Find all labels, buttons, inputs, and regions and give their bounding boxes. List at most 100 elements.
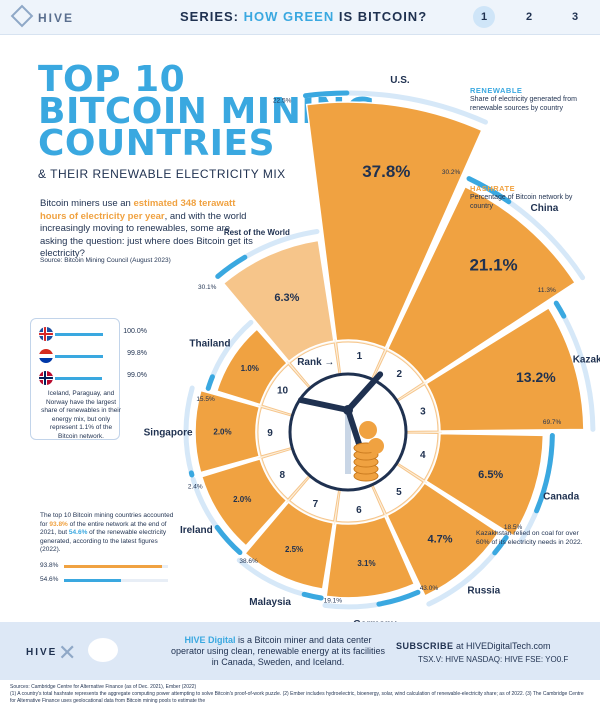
- rank-number: 6: [356, 505, 362, 516]
- hive-logo: HIVE: [10, 4, 75, 28]
- intro-part-1: Bitcoin miners use an: [40, 198, 134, 209]
- footer-brand: HIVE Digital: [184, 635, 236, 645]
- summary-bar-2: [64, 579, 121, 582]
- footer: HIVE ✕ HIVE Digital is a Bitcoin miner a…: [0, 622, 600, 680]
- series-suffix: IS BITCOIN?: [334, 9, 428, 24]
- renewable-bar: [205, 374, 215, 391]
- tickers: TSX.V: HIVE NASDAQ: HIVE FSE: YO0.F: [418, 655, 569, 664]
- renewable-label: 11.3%: [538, 287, 556, 294]
- hashrate-label: 6.5%: [478, 469, 503, 481]
- partner-logo-icon: [88, 638, 118, 662]
- intro-part-2: , and with the world increasingly moving…: [40, 210, 253, 260]
- country-label: Russia: [467, 586, 500, 597]
- rank-number: 5: [396, 487, 402, 498]
- series-highlight: HOW GREEN: [243, 9, 335, 24]
- rank-number: 7: [313, 499, 319, 510]
- turbine-blade-icon: [345, 371, 384, 413]
- country-label: Canada: [543, 491, 580, 502]
- summary-part-2: of the entire network at the end of 2021…: [40, 520, 167, 537]
- renewable-label: 30.1%: [198, 284, 217, 291]
- renewable-track: [183, 385, 195, 478]
- hashrate-wedge: [386, 482, 500, 597]
- hashrate-wedge: [194, 389, 261, 474]
- intro-highlight: estimated 348 terawatt hours of electric…: [40, 198, 236, 222]
- norway-value: 99.0%: [127, 372, 147, 379]
- hashrate-wedge: [386, 185, 577, 383]
- summary-highlight-1: 93.8%: [49, 520, 68, 528]
- renewable-bar: [553, 300, 567, 319]
- renewable-label: 19.1%: [324, 597, 343, 604]
- kazakhstan-note: Kazakhstan relied on coal for over 60% o…: [476, 530, 583, 546]
- title-line-1: TOP 10: [38, 59, 186, 100]
- hashrate-wedge: [424, 432, 545, 537]
- rank-number: 1: [357, 351, 363, 362]
- flag-row-iceland: 100.0%: [39, 327, 147, 341]
- hashrate-label: 2.5%: [285, 545, 303, 554]
- rank-number: 10: [277, 386, 289, 397]
- subscribe-link[interactable]: SUBSCRIBE at HIVEDigitalTech.com: [396, 641, 551, 651]
- hashrate-label: 13.2%: [516, 369, 556, 385]
- rank-number: 4: [420, 450, 426, 461]
- iceland-bar: [55, 333, 103, 336]
- hashrate-legend-title: HASHRATE: [470, 184, 516, 193]
- flag-row-norway: 99.0%: [39, 371, 147, 385]
- series-prefix: SERIES:: [180, 9, 244, 24]
- renewable-bar: [188, 470, 195, 478]
- renewable-bar: [214, 524, 243, 556]
- renewable-label: 22.5%: [273, 97, 292, 104]
- collab-x-icon: ✕: [58, 640, 77, 665]
- renewable-bar: [534, 433, 555, 514]
- renewable-label: 15.5%: [196, 396, 215, 403]
- summary-part-1: The top 10 Bitcoin mining countries acco…: [40, 512, 174, 528]
- bitcoin-coin-icon: [359, 421, 377, 439]
- page-subtitle: & THEIR RENEWABLE ELECTRICITY MIX: [38, 167, 286, 181]
- renewable-label: 69.7%: [543, 419, 562, 426]
- country-label: China: [531, 203, 559, 214]
- footer-description: HIVE Digital is a Bitcoin miner and data…: [168, 635, 388, 668]
- rank-number: 9: [267, 428, 273, 439]
- title-line-3: COUNTRIES: [38, 123, 276, 164]
- hashrate-label: 21.1%: [469, 256, 517, 275]
- iceland-flag-icon: [39, 327, 53, 341]
- renewable-label: 30.2%: [442, 169, 461, 176]
- rank-number: 3: [420, 406, 426, 417]
- turbine-blade-icon: [298, 397, 351, 413]
- country-label: Malaysia: [249, 597, 291, 608]
- summary-bar-1: [64, 565, 162, 568]
- renewable-legend: RENEWABLE Share of electricity generated…: [470, 86, 580, 113]
- page-3-button[interactable]: 3: [571, 11, 579, 23]
- country-label: Rest of the World: [224, 228, 290, 237]
- rank-segment: [257, 406, 293, 457]
- side-note: Iceland, Paraguay, and Norway have the l…: [41, 390, 121, 440]
- page-1-button[interactable]: 1: [473, 6, 495, 28]
- bitcoin-coin-icon: [368, 438, 384, 454]
- hashrate-wedge: [244, 501, 335, 590]
- hashrate-label: 1.0%: [241, 364, 259, 373]
- renewable-bar: [492, 535, 509, 556]
- summary-highlight-2: 54.6%: [68, 529, 88, 536]
- hashrate-wedge: [222, 239, 335, 363]
- page-2-button[interactable]: 2: [525, 11, 533, 23]
- renewable-bar: [303, 90, 350, 99]
- paraguay-flag-icon: [39, 349, 53, 363]
- hashrate-wedge: [425, 306, 585, 432]
- hashrate-label: 2.0%: [233, 495, 251, 504]
- country-label: U.S.: [390, 75, 410, 86]
- hashrate-wedge: [305, 101, 483, 349]
- paraguay-value: 99.8%: [127, 350, 147, 357]
- top-bar: HIVE SERIES: HOW GREEN IS BITCOIN? 1 2 3: [0, 0, 600, 35]
- summary-part-3: of the renewable electricity generated, …: [40, 529, 167, 553]
- top-renewables-panel: 100.0% 99.8% 99.0%: [30, 318, 147, 440]
- norway-bar: [55, 377, 102, 380]
- hashrate-legend-text: Percentage of Bitcoin network by country: [470, 194, 573, 210]
- summary-bar-1-label: 93.8%: [40, 562, 59, 569]
- footnote-line: (1) A country's total hashrate represent…: [10, 691, 584, 704]
- logo-text: HIVE: [38, 11, 75, 25]
- rank-header: Rank →: [297, 357, 334, 368]
- summary-text: The top 10 Bitcoin mining countries acco…: [40, 512, 180, 555]
- hashrate-label: 37.8%: [362, 162, 410, 181]
- series-title: SERIES: HOW GREEN IS BITCOIN?: [180, 9, 427, 24]
- sources-line: Sources: Cambridge Centre for Alternativ…: [10, 684, 197, 690]
- norway-flag-icon: [39, 371, 53, 385]
